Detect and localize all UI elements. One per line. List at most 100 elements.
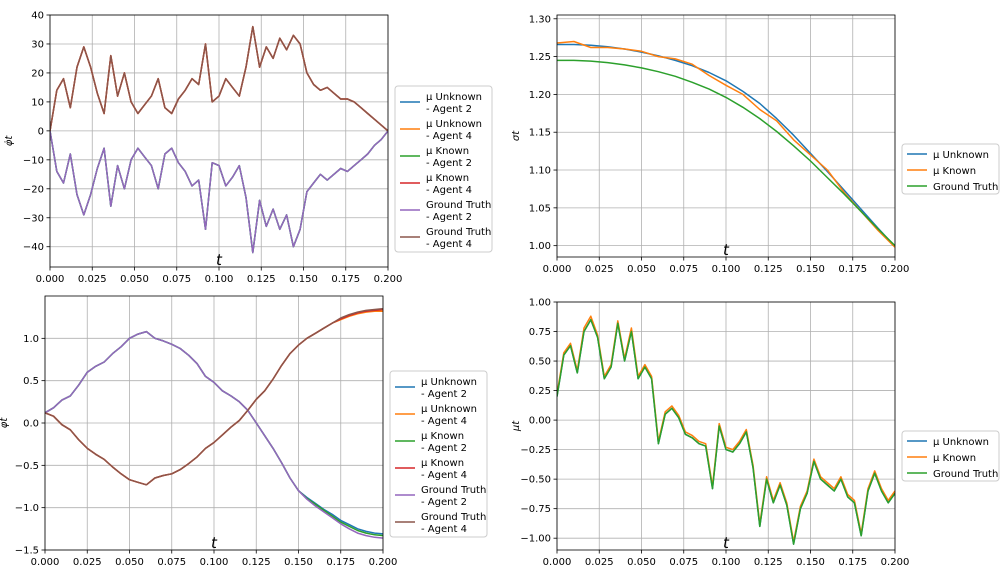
x-tick-label: 0.100 bbox=[200, 557, 229, 568]
legend-label-1: μ Unknown bbox=[426, 92, 482, 103]
y-tick-label: 1.00 bbox=[529, 241, 551, 252]
y-tick-label: −1.00 bbox=[520, 534, 551, 545]
legend-label-4: μ Known bbox=[426, 173, 469, 184]
axes-frame bbox=[49, 14, 389, 268]
legend-box bbox=[901, 430, 1000, 482]
x-tick-label: 0.025 bbox=[78, 274, 107, 285]
legend-label-3: Ground Truth bbox=[933, 182, 998, 193]
y-tick-label: 0.0 bbox=[23, 419, 39, 430]
x-tick-label: 0.175 bbox=[331, 274, 360, 285]
y-tick-label: −1.0 bbox=[15, 503, 39, 514]
legend-label-2: μ Unknown bbox=[426, 119, 482, 130]
chart-panel-4: 0.000 0.025 0.050 0.075 0.100 0.125 0.150 0.175… bbox=[511, 298, 1000, 568]
legend-label-3: μ Known bbox=[426, 146, 469, 157]
y-axis-label: μt bbox=[511, 420, 522, 432]
series-line-6 bbox=[45, 307, 383, 486]
x-tick-label: 0.175 bbox=[326, 557, 355, 568]
y-tick-label: 1.00 bbox=[529, 298, 551, 309]
y-tick-label: −0.75 bbox=[520, 504, 551, 515]
y-tick-label: 40 bbox=[31, 11, 44, 22]
series-line-5 bbox=[50, 130, 388, 254]
legend-label-2: - Agent 4 bbox=[421, 416, 467, 427]
axes-frame bbox=[556, 14, 896, 258]
x-tick-label: 0.100 bbox=[205, 274, 234, 285]
chart-panel-3: 0.000 0.025 0.050 0.075 0.100 0.125 0.150 0.175… bbox=[0, 295, 488, 568]
legend-label-4: - Agent 4 bbox=[426, 185, 472, 196]
legend-label-2: μ Unknown bbox=[421, 404, 477, 415]
legend-label-1: - Agent 2 bbox=[421, 389, 467, 400]
y-tick-label: 0.75 bbox=[529, 327, 551, 338]
y-tick-label: 1.20 bbox=[529, 90, 551, 101]
y-tick-label: 10 bbox=[31, 97, 44, 108]
x-tick-label: 0.050 bbox=[627, 557, 656, 568]
x-tick-label: 0.025 bbox=[585, 557, 614, 568]
y-tick-label: −40 bbox=[23, 242, 44, 253]
x-axis-label: t bbox=[723, 534, 730, 552]
series-line-2 bbox=[557, 40, 895, 248]
legend-label-2: μ Known bbox=[933, 166, 976, 177]
x-tick-label: 0.125 bbox=[754, 264, 783, 275]
y-tick-label: 1.25 bbox=[529, 52, 551, 63]
x-tick-label: 0.200 bbox=[881, 557, 910, 568]
legend-label-3: - Agent 2 bbox=[426, 158, 472, 169]
legend: μ Unknown μ Known Ground Truth bbox=[901, 143, 1000, 195]
x-tick-label: 0.200 bbox=[374, 274, 403, 285]
legend: μ Unknown μ Known Ground Truth bbox=[901, 430, 1000, 482]
x-tick-label: 0.150 bbox=[796, 557, 825, 568]
chart-panel-1: 0.000 0.025 0.050 0.075 0.100 0.125 0.150 0.175… bbox=[3, 11, 493, 285]
x-tick-label: 0.200 bbox=[881, 264, 910, 275]
x-tick-label: 0.050 bbox=[120, 274, 149, 285]
x-axis-label: t bbox=[723, 241, 730, 259]
axes-frame bbox=[556, 301, 896, 551]
y-tick-label: 1.30 bbox=[529, 14, 551, 25]
x-tick-label: 0.150 bbox=[284, 557, 313, 568]
series-line-5 bbox=[45, 330, 383, 539]
legend-label-1: μ Unknown bbox=[933, 150, 989, 161]
y-tick-label: 0.5 bbox=[23, 376, 39, 387]
y-tick-label: 0 bbox=[38, 126, 44, 137]
legend-label-5: Ground Truth bbox=[426, 200, 491, 211]
y-tick-label: 20 bbox=[31, 68, 44, 79]
y-tick-label: 30 bbox=[31, 39, 44, 50]
legend-label-3: μ Known bbox=[421, 431, 464, 442]
legend-label-2: μ Known bbox=[933, 453, 976, 464]
series-line-3 bbox=[557, 318, 895, 545]
x-tick-label: 0.000 bbox=[31, 557, 60, 568]
series-line-6 bbox=[50, 25, 388, 132]
legend-label-6: Ground Truth bbox=[426, 227, 491, 238]
legend-label-6: - Agent 4 bbox=[426, 239, 472, 250]
y-tick-label: 0.00 bbox=[529, 416, 551, 427]
chart-panel-2: 0.000 0.025 0.050 0.075 0.100 0.125 0.150 0.175… bbox=[511, 14, 1000, 275]
x-tick-label: 0.175 bbox=[838, 557, 867, 568]
legend-label-5: - Agent 2 bbox=[421, 497, 467, 508]
x-axis-label: t bbox=[211, 534, 218, 552]
y-tick-label: −10 bbox=[23, 155, 44, 166]
x-tick-label: 0.000 bbox=[36, 274, 65, 285]
y-tick-label: −20 bbox=[23, 184, 44, 195]
x-tick-label: 0.175 bbox=[838, 264, 867, 275]
x-tick-label: 0.000 bbox=[543, 557, 572, 568]
legend-label-2: - Agent 4 bbox=[426, 131, 472, 142]
x-tick-label: 0.100 bbox=[712, 557, 741, 568]
y-tick-label: 1.10 bbox=[529, 166, 551, 177]
y-tick-label: 0.25 bbox=[529, 386, 551, 397]
x-tick-label: 0.000 bbox=[543, 264, 572, 275]
y-axis-label: σt bbox=[511, 130, 522, 141]
y-tick-label: 1.15 bbox=[529, 128, 551, 139]
y-tick-label: −0.50 bbox=[520, 475, 551, 486]
legend-label-5: - Agent 2 bbox=[426, 212, 472, 223]
legend-label-3: - Agent 2 bbox=[421, 443, 467, 454]
y-axis-label: φ̇t bbox=[3, 135, 15, 147]
x-tick-label: 0.025 bbox=[585, 264, 614, 275]
x-tick-label: 0.200 bbox=[369, 557, 398, 568]
legend-label-4: - Agent 4 bbox=[421, 470, 467, 481]
legend-label-1: μ Unknown bbox=[421, 377, 477, 388]
legend: μ Unknown - Agent 2μ Unknown - Agent 4μ … bbox=[394, 85, 493, 253]
legend-label-5: Ground Truth bbox=[421, 485, 486, 496]
x-tick-label: 0.075 bbox=[669, 264, 698, 275]
x-axis-label: t bbox=[216, 251, 223, 269]
x-tick-label: 0.050 bbox=[115, 557, 144, 568]
y-tick-label: −0.5 bbox=[15, 461, 39, 472]
x-tick-label: 0.075 bbox=[157, 557, 186, 568]
